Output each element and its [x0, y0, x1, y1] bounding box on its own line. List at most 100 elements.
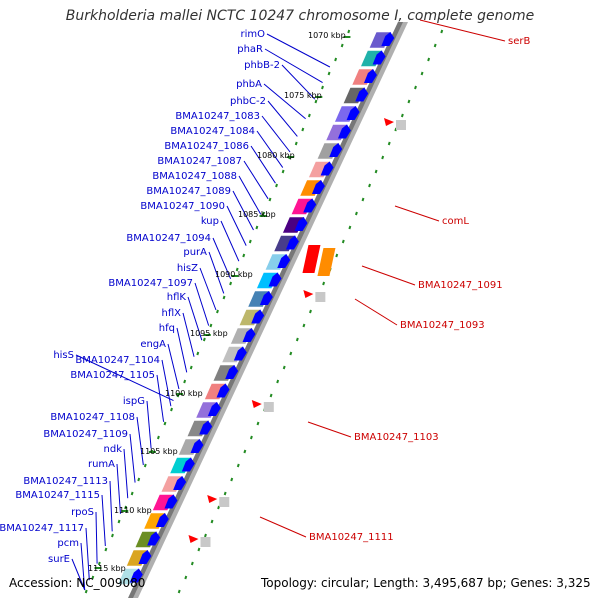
gene-arrow — [268, 272, 282, 287]
gene-arrow — [173, 476, 187, 490]
gene-label: BMA10247_1105 — [70, 370, 155, 381]
leader-line — [220, 220, 240, 262]
gene-arrow — [207, 402, 221, 416]
ruler-dot — [275, 183, 279, 188]
ruler-dot — [433, 43, 437, 48]
gene-arrow — [181, 457, 195, 472]
gene-arrow — [190, 439, 204, 453]
ruler-dot — [189, 365, 193, 370]
ruler-dot — [400, 113, 404, 118]
ruler-dot — [289, 351, 293, 356]
gene-arrow — [303, 198, 317, 213]
gene-label: rpoS — [71, 507, 94, 518]
ruler-dot — [255, 225, 259, 230]
gene-arrow — [129, 568, 143, 583]
leader-line — [281, 64, 316, 100]
scale-label: 1085 kbp — [238, 210, 276, 219]
ruler-dot — [314, 99, 318, 104]
ruler-dot — [249, 435, 253, 440]
ruler-dot — [340, 43, 344, 48]
ruler-dot — [321, 85, 324, 90]
ruler-dot — [440, 29, 444, 34]
rna-feature — [263, 402, 274, 412]
gene-arrow — [285, 235, 299, 250]
ruler-dot — [91, 575, 95, 580]
gene-label: BMA10247_1113 — [23, 476, 108, 487]
ruler-dot — [361, 197, 365, 202]
ruler-dot — [335, 253, 339, 258]
ruler-dot — [177, 589, 181, 594]
gene-arrow — [242, 328, 256, 342]
gene-label: BMA10247_1083 — [175, 111, 260, 122]
ruler-dot — [368, 183, 372, 188]
ruler-dot — [209, 323, 213, 328]
leader-line — [243, 160, 269, 200]
leader-line — [176, 327, 188, 373]
gene-label: hisZ — [177, 263, 198, 274]
leader-line — [71, 558, 86, 591]
rna-label: BMA10247_1111 — [309, 532, 394, 543]
ruler-dot — [204, 533, 207, 538]
gene-arrow — [372, 50, 386, 65]
gene-label: phbB-2 — [244, 60, 280, 71]
ruler-dot — [341, 239, 345, 244]
leader-line — [212, 237, 232, 279]
rna-label: BMA10247_1093 — [400, 320, 485, 331]
ruler-dot — [381, 155, 385, 160]
ruler-dot — [183, 379, 187, 384]
gene-arrow — [311, 180, 325, 194]
leader-line — [129, 433, 136, 483]
ruler-dot — [302, 323, 306, 328]
ruler-dot — [387, 141, 391, 146]
ruler-dot — [256, 421, 260, 426]
ruler-dot — [97, 561, 101, 566]
gene-arrow — [147, 531, 161, 546]
leader-line — [194, 282, 210, 326]
ruler-dot — [276, 379, 280, 384]
gene-arrow — [164, 494, 178, 509]
leader-line — [146, 400, 152, 449]
ruler-dot — [104, 547, 108, 552]
gene-arrow — [337, 124, 351, 139]
ruler-dot — [281, 169, 285, 174]
gene-label: rumA — [88, 459, 115, 470]
ruler-dot — [184, 575, 188, 580]
leader-line — [419, 19, 506, 42]
gene-label: hfq — [159, 323, 175, 334]
leader-line — [208, 251, 225, 294]
gene-label: ispG — [123, 396, 145, 407]
gene-arrow — [329, 143, 343, 157]
gene-label: BMA10247_1089 — [146, 186, 231, 197]
ruler-dot — [197, 547, 201, 552]
rna-feature — [395, 120, 406, 130]
leader-line — [250, 145, 276, 184]
ruler-dot — [348, 225, 352, 230]
leader-line — [136, 416, 144, 466]
scale-label: 1115 kbp — [88, 564, 126, 573]
ruler-dot — [322, 281, 326, 286]
rna-arrow — [383, 118, 394, 126]
rna-feature — [200, 537, 211, 547]
leader-line — [263, 83, 306, 120]
accession-text: Accession: NC_009080 — [9, 576, 146, 590]
gene-label: hflX — [162, 308, 182, 319]
ruler-dot — [235, 267, 239, 272]
gene-arrow — [225, 365, 239, 379]
ruler-dot — [420, 71, 424, 76]
ruler-dot — [223, 491, 227, 496]
ruler-dot — [282, 365, 286, 370]
leader-line — [80, 542, 86, 591]
gene-arrow — [155, 513, 169, 527]
gene-label: BMA10247_1097 — [108, 278, 193, 289]
ruler-dot — [84, 589, 88, 594]
ruler-dot — [309, 309, 312, 314]
leader-line — [123, 448, 129, 499]
gene-label: BMA10247_1088 — [152, 171, 237, 182]
ruler-dot — [130, 491, 134, 496]
gene-arrow — [138, 550, 152, 564]
ruler-dot — [124, 505, 128, 510]
ruler-dot — [261, 211, 265, 216]
scale-label: 1095 kbp — [190, 329, 228, 338]
gene-label: BMA10247_1109 — [43, 429, 128, 440]
gene-arrow — [294, 217, 308, 231]
